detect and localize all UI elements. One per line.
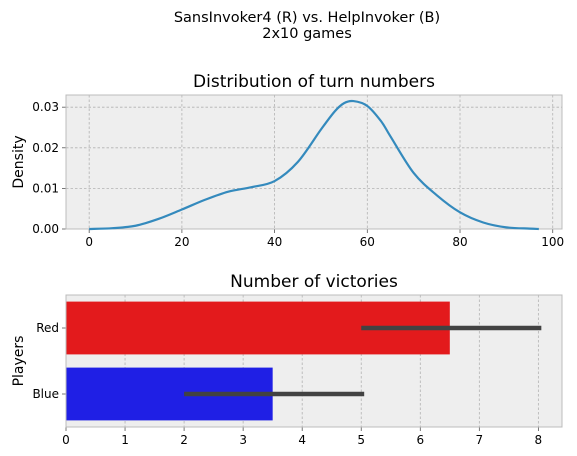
density-y-tick-label: 0.02 — [32, 141, 59, 155]
victories-y-axis-label: Players — [11, 336, 27, 387]
density-chart: 0 20 40 60 80 100 0.00 0.01 0.02 0.03 Distribution… — [11, 72, 564, 249]
density-x-tick-label: 100 — [541, 235, 564, 249]
density-x-tick-label: 80 — [452, 235, 467, 249]
victories-x-tick-label: 8 — [535, 433, 543, 447]
victories-x-tick-label: 5 — [357, 433, 365, 447]
density-y-tick-label: 0.01 — [32, 181, 59, 195]
density-x-tick-label: 40 — [267, 235, 282, 249]
density-y-tick-label: 0.00 — [32, 222, 59, 236]
victories-y-tick-label: Blue — [32, 387, 59, 401]
victories-x-tick-label: 7 — [476, 433, 484, 447]
victories-chart-title: Number of victories — [230, 272, 398, 292]
density-x-tick-label: 60 — [360, 235, 375, 249]
density-x-tick-label: 20 — [174, 235, 189, 249]
density-y-tick-label: 0.03 — [32, 100, 59, 114]
victories-chart: 0 1 2 3 4 5 6 7 8 Red Blue Number of victories Playe… — [11, 272, 562, 447]
victories-x-tick-label: 2 — [180, 433, 188, 447]
figure-suptitle-line2: 2x10 games — [262, 26, 352, 42]
victories-x-tick-label: 3 — [239, 433, 247, 447]
figure-suptitle-line1: SansInvoker4 (R) vs. HelpInvoker (B) — [174, 10, 440, 26]
density-x-tick-label: 0 — [85, 235, 93, 249]
density-y-axis-label: Density — [11, 135, 27, 188]
density-plot-area — [66, 95, 562, 229]
victories-x-tick-label: 4 — [298, 433, 306, 447]
victories-y-tick-label: Red — [36, 321, 59, 335]
victories-x-tick-label: 6 — [416, 433, 424, 447]
density-chart-title: Distribution of turn numbers — [193, 72, 435, 92]
victories-x-tick-label: 0 — [62, 433, 70, 447]
victories-x-tick-label: 1 — [121, 433, 129, 447]
